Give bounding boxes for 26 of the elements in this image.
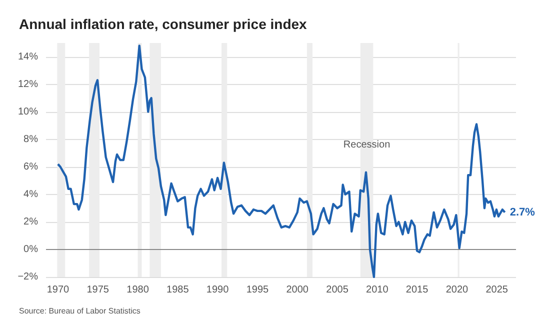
x-tick-label: 2015 — [406, 284, 429, 296]
y-tick-label: 14% — [18, 51, 38, 62]
chart-title: Annual inflation rate, consumer price index — [19, 16, 308, 32]
y-tick-label: 6% — [24, 161, 38, 172]
y-tick-label: 2% — [24, 216, 38, 228]
x-tick-label: 2010 — [366, 284, 389, 296]
x-tick-label: 1990 — [206, 284, 230, 296]
y-tick-label: 12% — [18, 78, 38, 90]
x-tick-label: 1970 — [46, 284, 70, 296]
annotation: 2.7% — [510, 206, 536, 218]
band-label: Recession — [343, 140, 390, 150]
x-tick-label: 1975 — [86, 284, 110, 296]
y-tick-label: 8% — [24, 134, 38, 145]
y-tick-label: 4% — [24, 188, 38, 200]
x-tick-label: 2025 — [486, 284, 508, 296]
x-tick-label: 1980 — [126, 284, 150, 296]
x-tick-label: 2020 — [446, 284, 469, 296]
x-tick-label: 1985 — [166, 284, 190, 296]
x-tick-label: 2005 — [326, 284, 349, 296]
line-series — [56, 44, 506, 278]
source-note: Source: Bureau of Labor Statistics — [19, 306, 140, 316]
y-tick-label: 10% — [18, 106, 38, 118]
x-tick-label: 2000 — [286, 284, 309, 296]
x-tick-label: 1995 — [246, 284, 270, 296]
y-tick-label: 0% — [24, 244, 38, 255]
y-tick-label: −2% — [18, 272, 38, 282]
